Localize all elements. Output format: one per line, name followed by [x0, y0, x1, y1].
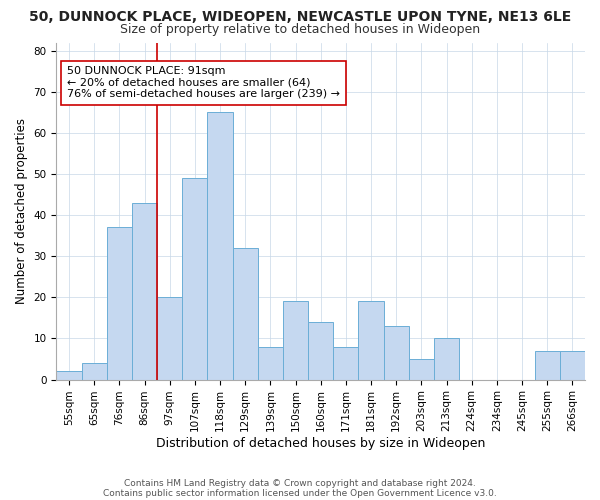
Text: Size of property relative to detached houses in Wideopen: Size of property relative to detached ho…	[120, 22, 480, 36]
Bar	[358, 302, 383, 380]
Text: 50 DUNNOCK PLACE: 91sqm
← 20% of detached houses are smaller (64)
76% of semi-de: 50 DUNNOCK PLACE: 91sqm ← 20% of detache…	[67, 66, 340, 100]
Text: 50, DUNNOCK PLACE, WIDEOPEN, NEWCASTLE UPON TYNE, NE13 6LE: 50, DUNNOCK PLACE, WIDEOPEN, NEWCASTLE U…	[29, 10, 571, 24]
Bar	[333, 346, 358, 380]
Bar	[56, 372, 82, 380]
Bar	[208, 112, 233, 380]
Text: Contains HM Land Registry data © Crown copyright and database right 2024.: Contains HM Land Registry data © Crown c…	[124, 478, 476, 488]
X-axis label: Distribution of detached houses by size in Wideopen: Distribution of detached houses by size …	[156, 437, 485, 450]
Bar	[157, 298, 182, 380]
Bar	[434, 338, 459, 380]
Bar	[233, 248, 258, 380]
Bar	[82, 363, 107, 380]
Bar	[409, 359, 434, 380]
Bar	[383, 326, 409, 380]
Bar	[560, 351, 585, 380]
Bar	[258, 346, 283, 380]
Bar	[535, 351, 560, 380]
Y-axis label: Number of detached properties: Number of detached properties	[15, 118, 28, 304]
Bar	[182, 178, 208, 380]
Bar	[283, 302, 308, 380]
Bar	[107, 228, 132, 380]
Text: Contains public sector information licensed under the Open Government Licence v3: Contains public sector information licen…	[103, 488, 497, 498]
Bar	[132, 203, 157, 380]
Bar	[308, 322, 333, 380]
